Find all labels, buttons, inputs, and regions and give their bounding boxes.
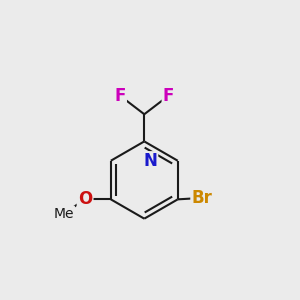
- Text: N: N: [143, 152, 157, 170]
- Text: O: O: [78, 190, 92, 208]
- Text: Br: Br: [192, 189, 212, 207]
- Text: Me: Me: [53, 207, 74, 221]
- Text: F: F: [163, 87, 174, 105]
- Text: F: F: [114, 87, 126, 105]
